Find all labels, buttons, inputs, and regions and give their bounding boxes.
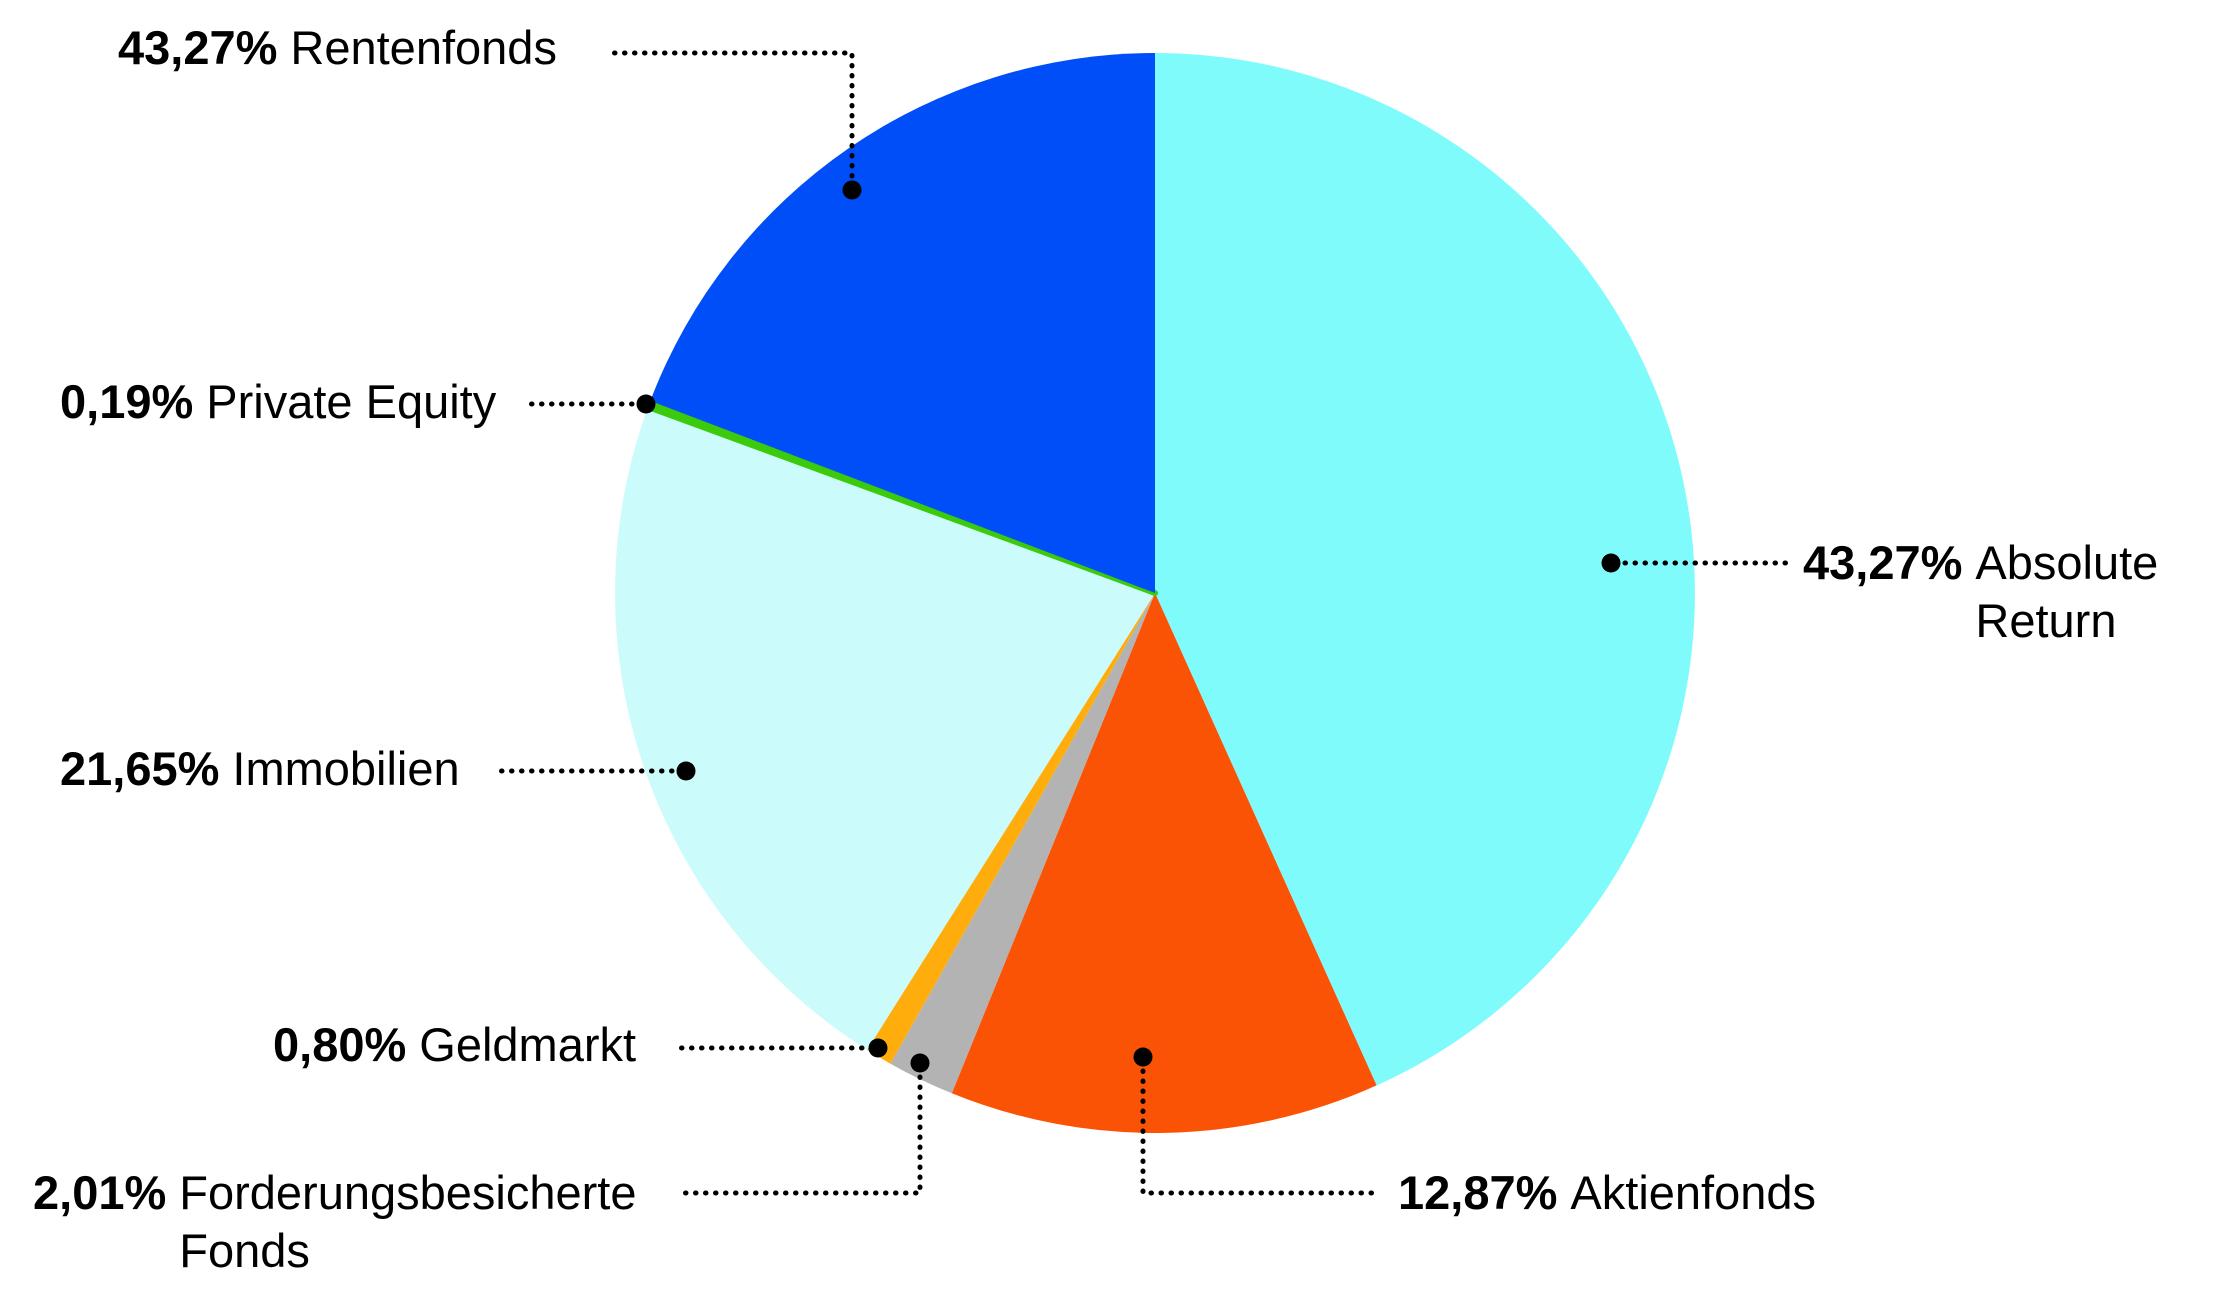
slice-geldmarkt bbox=[867, 593, 1155, 1064]
label-rentenfonds: 43,27% Rentenfonds bbox=[118, 19, 557, 77]
marker-dot-geldmarkt bbox=[868, 1038, 888, 1058]
label-rentenfonds-value: 43,27% bbox=[118, 21, 278, 74]
marker-dot-absolute-return bbox=[1601, 553, 1621, 573]
label-immobilien-name: Immobilien bbox=[232, 742, 460, 795]
slice-absolute-return bbox=[1155, 53, 1695, 1086]
label-private-equity-name: Private Equity bbox=[206, 375, 497, 428]
label-absolute-return-value: 43,27% bbox=[1803, 536, 1963, 589]
label-aktienfonds: 12,87% Aktienfonds bbox=[1398, 1164, 1816, 1222]
label-forderungsbesicherte-fonds-value: 2,01% bbox=[33, 1166, 167, 1219]
marker-dot-forderungsbesicherte bbox=[910, 1053, 930, 1073]
label-geldmarkt-name: Geldmarkt bbox=[419, 1018, 637, 1071]
label-aktienfonds-name: Aktienfonds bbox=[1570, 1166, 1817, 1219]
label-rentenfonds-name: Rentenfonds bbox=[290, 21, 557, 74]
marker-dot-private-equity bbox=[636, 394, 656, 414]
label-private-equity-value: 0,19% bbox=[60, 375, 194, 428]
slice-forderungsbesicherte bbox=[890, 593, 1155, 1094]
label-geldmarkt: 0,80% Geldmarkt bbox=[273, 1016, 636, 1074]
slice-immobilien bbox=[615, 406, 1155, 1050]
slice-rentenfonds bbox=[650, 52, 1155, 594]
label-private-equity: 0,19% Private Equity bbox=[60, 373, 496, 431]
marker-dot-rentenfonds bbox=[842, 180, 862, 200]
label-forderungsbesicherte-fonds: 2,01% Forderungsbesicherte Fonds bbox=[33, 1164, 659, 1280]
label-geldmarkt-value: 0,80% bbox=[273, 1018, 407, 1071]
marker-dot-aktienfonds bbox=[1133, 1047, 1153, 1067]
label-absolute-return: 43,27% Absolute Return bbox=[1803, 534, 2185, 650]
label-forderungsbesicherte-fonds-name: Forderungsbesicherte Fonds bbox=[179, 1166, 637, 1277]
marker-dot-immobilien bbox=[676, 761, 696, 781]
label-aktienfonds-value: 12,87% bbox=[1398, 1166, 1558, 1219]
slice-aktienfonds bbox=[951, 593, 1377, 1133]
leader-line-aktienfonds bbox=[1140, 1068, 1384, 1196]
label-immobilien: 21,65% Immobilien bbox=[60, 740, 460, 798]
leader-line-forderungsbesicherte bbox=[679, 1074, 923, 1196]
label-absolute-return-name: Absolute Return bbox=[1975, 536, 2159, 647]
leader-line-rentenfonds bbox=[609, 50, 855, 179]
label-immobilien-value: 21,65% bbox=[60, 742, 220, 795]
